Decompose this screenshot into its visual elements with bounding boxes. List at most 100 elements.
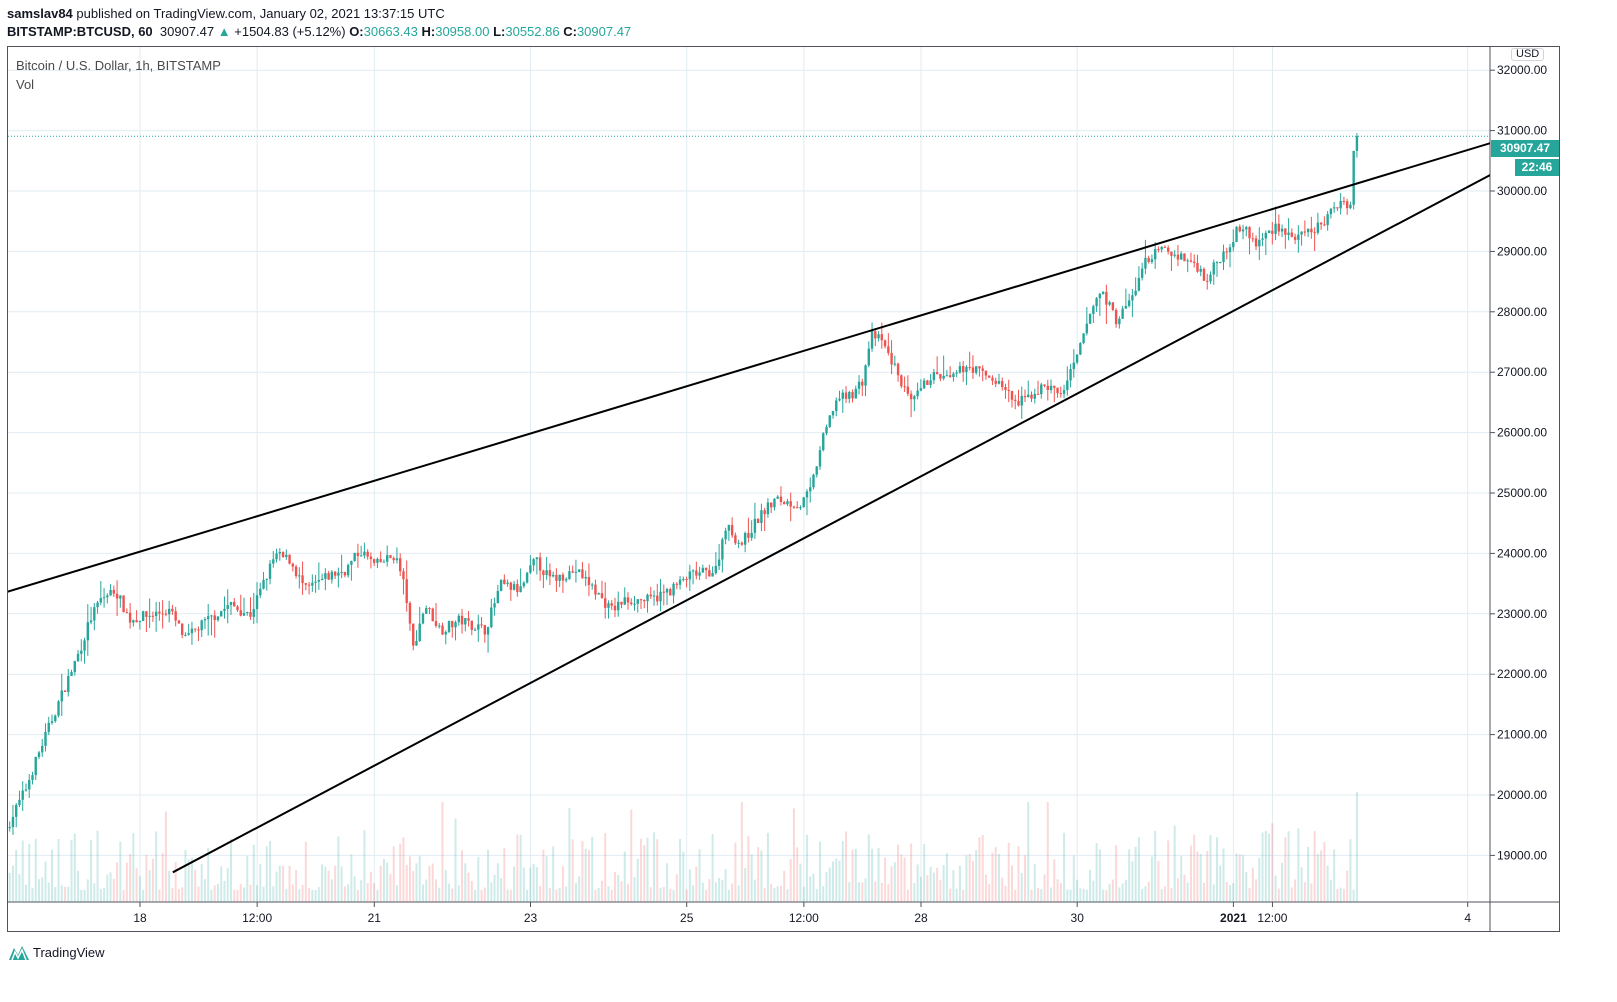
candle-body	[607, 603, 610, 608]
candle-body	[662, 591, 665, 593]
candle-body	[138, 621, 142, 623]
volume-bar	[568, 808, 571, 902]
candle-body	[844, 392, 848, 399]
candle-body	[1332, 207, 1336, 209]
currency-badge[interactable]: USD	[1511, 48, 1545, 61]
volume-bar	[500, 878, 503, 902]
candle-body	[584, 577, 587, 579]
upper-trendline[interactable]	[6, 142, 1491, 593]
volume-bar	[597, 887, 600, 902]
volume-bar	[360, 880, 363, 902]
candle-body	[171, 608, 174, 612]
candle-body	[275, 553, 278, 560]
volume-bar	[67, 886, 70, 902]
lower-trendline[interactable]	[172, 173, 1492, 874]
candle-body	[1274, 223, 1277, 234]
published-text: published on TradingView.com, January 02…	[72, 6, 445, 21]
up-triangle-icon: ▲	[217, 24, 231, 39]
candle-body	[581, 569, 584, 579]
candle-body	[132, 620, 135, 623]
volume-bar	[929, 866, 932, 902]
candle-body	[285, 554, 288, 558]
candle-body	[1014, 399, 1017, 401]
candle-body	[1114, 309, 1118, 325]
volume-bar	[1209, 835, 1212, 902]
volume-bar	[594, 889, 597, 902]
candle-body	[506, 582, 509, 584]
candle-body	[701, 567, 705, 573]
candle-body	[1092, 306, 1095, 315]
y-tick-label: 23000.00	[1497, 607, 1547, 621]
volume-bar	[480, 889, 483, 902]
volume-bar	[617, 875, 620, 902]
volume-bar	[757, 847, 760, 902]
candle-body	[825, 426, 828, 434]
volume-bar	[942, 865, 945, 902]
volume-bar	[981, 834, 984, 902]
candle-body	[590, 584, 594, 586]
volume-bar	[464, 863, 467, 902]
tradingview-logo[interactable]: TradingView	[8, 943, 105, 961]
volume-bar	[815, 888, 818, 902]
volume-bar	[229, 838, 232, 902]
candle-body	[1310, 228, 1313, 233]
candle-body	[34, 756, 37, 776]
candle-body	[1287, 232, 1290, 235]
volume-bar	[1150, 856, 1153, 902]
volume-bar	[11, 865, 14, 902]
candle-body	[503, 579, 506, 584]
volume-bar	[129, 854, 132, 902]
volume-bar	[971, 860, 974, 902]
candle-body	[717, 559, 721, 566]
volume-bar	[1128, 849, 1131, 902]
volume-bar	[1108, 883, 1111, 902]
candle-body	[737, 542, 740, 544]
volume-bar	[408, 856, 411, 902]
candle-body	[877, 334, 880, 339]
candle-body	[44, 731, 47, 746]
volume-bar	[926, 875, 929, 902]
candle-body	[112, 589, 116, 594]
candle-body	[395, 558, 399, 561]
candle-body	[799, 507, 802, 509]
candle-body	[988, 375, 991, 378]
candle-body	[926, 380, 929, 385]
volume-bar	[565, 886, 568, 902]
volume-bar	[1102, 889, 1105, 902]
candle-body	[841, 392, 844, 399]
last-value: 30907.47	[159, 24, 215, 39]
volume-bar	[1154, 830, 1157, 902]
volume-bar	[1027, 802, 1030, 902]
volume-bar	[1268, 833, 1271, 902]
author[interactable]: samslav84	[7, 6, 73, 21]
candle-body	[464, 618, 467, 625]
y-tick-label: 19000.00	[1497, 848, 1547, 862]
candle-body	[880, 334, 884, 341]
candle-body	[792, 506, 796, 508]
x-tick-label: 28	[914, 911, 928, 925]
candle-body	[490, 607, 493, 628]
volume-bar	[181, 887, 184, 902]
volume-bar	[669, 888, 672, 902]
candle-body	[412, 623, 415, 646]
volume-bar	[913, 882, 916, 902]
volume-bar	[958, 865, 961, 902]
candle-body	[714, 565, 718, 574]
candle-body	[96, 602, 99, 608]
volume-bar	[194, 869, 197, 902]
candle-body	[525, 572, 529, 583]
candle-body	[1209, 274, 1212, 282]
candle-body	[467, 618, 470, 621]
volume-bar	[197, 886, 200, 902]
candle-body	[779, 496, 783, 503]
candle-body	[431, 608, 434, 622]
high-label: H:	[421, 24, 436, 39]
candle-body	[421, 613, 425, 624]
candle-body	[1124, 305, 1128, 309]
volume-bar	[223, 880, 226, 902]
candle-body	[1267, 230, 1271, 233]
candle-body	[675, 583, 679, 585]
candle-body	[369, 556, 373, 560]
candle-body	[1189, 260, 1193, 262]
